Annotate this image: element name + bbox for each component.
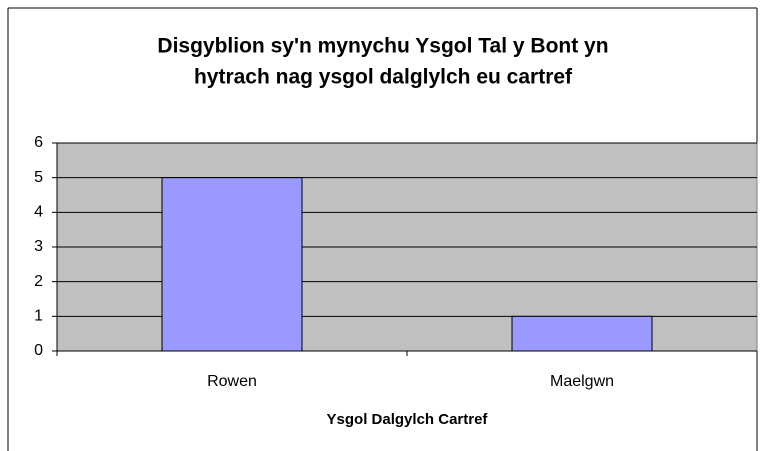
x-tick-label: Maelgwn: [550, 373, 614, 390]
x-axis-label: Ysgol Dalgylch Cartref: [327, 411, 489, 428]
bar: [161, 177, 303, 352]
y-tick-label: 1: [34, 308, 43, 325]
bar: [511, 315, 653, 352]
y-tick-label: 5: [34, 169, 43, 186]
y-tick-label: 3: [34, 238, 43, 255]
x-tick-label: Rowen: [207, 373, 257, 390]
y-tick-label: 2: [34, 273, 43, 290]
y-tick-label: 0: [34, 342, 43, 359]
chart-title: hytrach nag ysgol dalglylch eu cartref: [194, 66, 573, 89]
chart-title: Disgyblion sy'n mynychu Ysgol Tal y Bont…: [157, 35, 608, 58]
y-tick-label: 4: [34, 204, 43, 221]
y-tick-label: 6: [34, 134, 43, 151]
